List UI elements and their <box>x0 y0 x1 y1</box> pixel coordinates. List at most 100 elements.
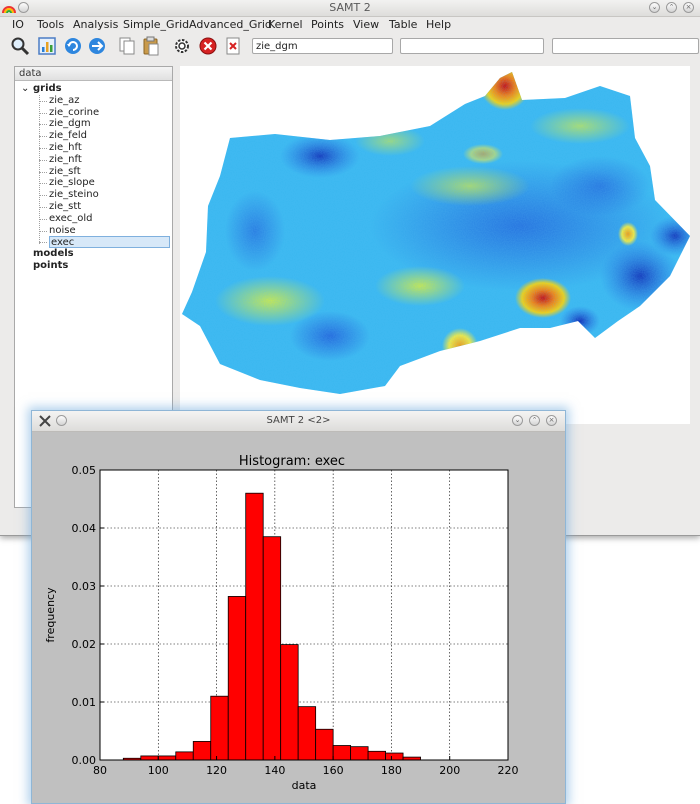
y-axis-label: frequency <box>44 587 57 643</box>
menu-analysis[interactable]: Analysis <box>73 18 119 31</box>
tree-connector <box>39 95 40 245</box>
tree-node-points[interactable]: points <box>33 260 69 271</box>
tools-icon <box>39 415 51 427</box>
tree-connector <box>39 148 47 149</box>
tree-item-zie-sft[interactable]: zie_sft <box>49 165 81 177</box>
menu-tools[interactable]: Tools <box>37 18 65 31</box>
tree-item-zie-feld[interactable]: zie_feld <box>49 130 87 142</box>
tertiary-input[interactable] <box>552 38 699 54</box>
grid-map-view[interactable] <box>180 66 690 424</box>
tree-item-zie-steino[interactable]: zie_steino <box>49 189 99 201</box>
tree-node-models[interactable]: models <box>33 248 74 260</box>
toolbar <box>0 34 700 58</box>
tree-connector <box>39 183 47 185</box>
tree-connector <box>39 100 47 102</box>
gear-icon[interactable] <box>172 36 192 56</box>
zoom-icon[interactable] <box>10 36 30 56</box>
menu-advanced-grid[interactable]: Advanced_Grid <box>189 18 272 31</box>
tree-item-zie-nft[interactable]: zie_nft <box>49 153 82 165</box>
rainbow-app-icon <box>2 6 16 14</box>
grid-heatmap <box>182 72 690 394</box>
tree-connector <box>39 124 47 126</box>
refresh-icon[interactable] <box>63 36 83 56</box>
x-tick-label: 160 <box>323 764 344 777</box>
copy-icon[interactable] <box>117 36 137 56</box>
tree-item-zie-az[interactable]: zie_az <box>49 94 80 106</box>
x-tick-label: 180 <box>381 764 402 777</box>
x-tick-label: 100 <box>148 764 169 777</box>
menu-io[interactable]: IO <box>12 18 24 31</box>
y-tick-label: 0.04 <box>72 522 97 535</box>
minimize-icon[interactable]: ⌄ <box>512 415 523 426</box>
histogram-bar <box>140 755 159 761</box>
maximize-icon[interactable]: ⌃ <box>666 2 677 13</box>
menu-help[interactable]: Help <box>426 18 452 31</box>
histogram-bar <box>192 741 212 761</box>
tree-header: data <box>15 67 172 81</box>
tree-connector <box>39 112 47 114</box>
close-icon[interactable]: × <box>546 415 557 426</box>
tree-connector <box>39 207 47 208</box>
delete-icon[interactable] <box>223 36 243 56</box>
histogram-title-bar[interactable]: SAMT 2 <2> ⌄ ⌃ × <box>32 411 565 432</box>
axis-ticks: 80 100 120 140 160 180 200 220 0.00 0.01 0.02 0.03 0… <box>72 464 519 777</box>
tree-item-exec[interactable]: exec <box>49 236 170 249</box>
tree-item-zie-dgm[interactable]: zie_dgm <box>49 118 91 130</box>
main-window: SAMT 2 ⌄ ⌃ × IO Tools Analysis Simple_Gr… <box>0 0 700 536</box>
y-tick-label: 0.01 <box>72 696 97 709</box>
data-tree: ⌄ grids zie_az zie_corine zie_dgm zie_feld zie… <box>15 81 172 507</box>
histogram-window: SAMT 2 <2> ⌄ ⌃ × Histogram: exec 80 100 12… <box>31 410 566 804</box>
tree-item-noise[interactable]: noise <box>49 224 76 236</box>
tree-item-exec-old[interactable]: exec_old <box>49 212 93 224</box>
histogram-window-title: SAMT 2 <2> <box>266 415 331 426</box>
forward-icon[interactable] <box>87 36 107 56</box>
histogram-bar <box>297 706 317 761</box>
window-menu-icon[interactable] <box>56 415 67 426</box>
tree-connector <box>39 171 47 173</box>
close-icon[interactable]: × <box>683 2 694 13</box>
histogram-bar <box>367 750 387 761</box>
menu-table[interactable]: Table <box>389 18 418 31</box>
histogram-bar <box>175 751 194 761</box>
histogram-chart: Histogram: exec 80 100 120 140 160 180 200 220 0… <box>44 454 519 792</box>
paste-icon[interactable] <box>141 36 161 56</box>
tree-item-zie-stt[interactable]: zie_stt <box>49 201 82 212</box>
minimize-icon[interactable]: ⌄ <box>649 2 660 13</box>
stop-icon[interactable] <box>198 36 218 56</box>
histogram-bar <box>315 728 334 761</box>
menu-points[interactable]: Points <box>311 18 345 31</box>
expand-arrow-icon[interactable]: ⌄ <box>21 83 30 94</box>
histogram-bar <box>227 596 247 761</box>
histogram-bar <box>157 755 177 761</box>
tree-item-zie-corine[interactable]: zie_corine <box>49 106 100 118</box>
tree-item-zie-slope[interactable]: zie_slope <box>49 177 95 189</box>
window-menu-icon[interactable] <box>18 2 29 13</box>
y-tick-label: 0.00 <box>72 754 97 767</box>
x-tick-label: 140 <box>264 764 285 777</box>
chart-title: Histogram: exec <box>239 454 345 469</box>
histogram-bars <box>122 492 421 761</box>
title-bar[interactable]: SAMT 2 ⌄ ⌃ × <box>0 0 700 17</box>
tree-item-zie-hft[interactable]: zie_hft <box>49 142 82 153</box>
grid-name-input[interactable] <box>252 38 393 54</box>
menu-simple-grid[interactable]: Simple_Grid <box>123 18 190 31</box>
histogram-bar <box>385 752 404 761</box>
menu-kernel[interactable]: Kernel <box>268 18 303 31</box>
chart-icon[interactable] <box>37 36 57 56</box>
maximize-icon[interactable]: ⌃ <box>529 415 540 426</box>
x-tick-label: 200 <box>439 764 460 777</box>
histogram-bar <box>332 745 352 761</box>
tree-node-grids[interactable]: grids <box>33 83 62 94</box>
histogram-bar <box>350 746 369 761</box>
tree-connector <box>39 159 47 161</box>
menu-view[interactable]: View <box>353 18 380 31</box>
histogram-bar <box>262 536 282 761</box>
window-title: SAMT 2 <box>329 1 371 14</box>
tree-connector <box>39 242 47 244</box>
tree-connector <box>39 136 47 138</box>
tree-connector <box>39 230 47 232</box>
secondary-input[interactable] <box>400 38 544 54</box>
histogram-bar <box>210 695 229 761</box>
x-tick-label: 220 <box>498 764 519 777</box>
tree-connector <box>39 218 47 220</box>
